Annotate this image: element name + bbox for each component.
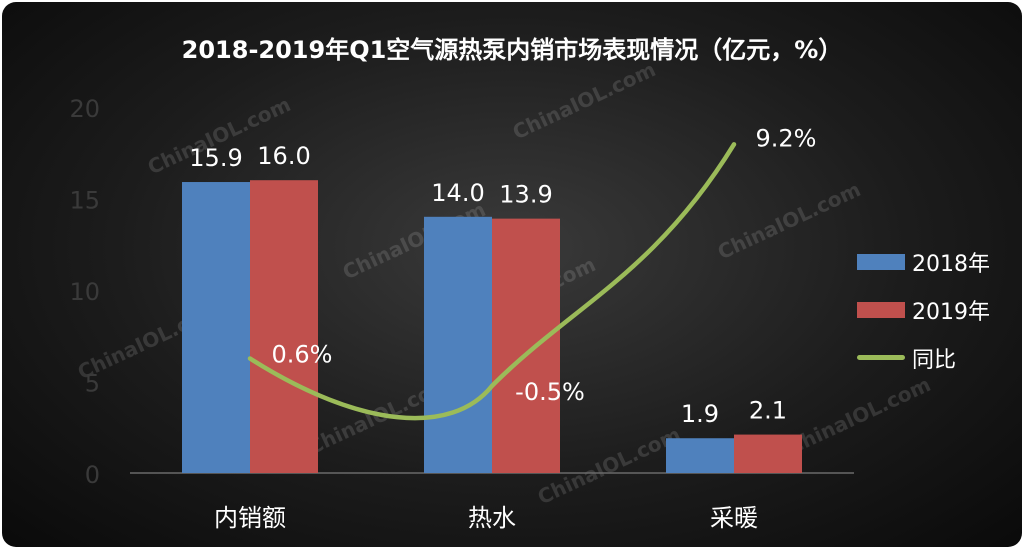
bar [250,180,318,473]
y-tick-label: 15 [69,187,100,215]
legend-item-2019: 2019年 [857,290,1022,330]
legend-swatch-2019 [857,302,905,318]
bar-value-label: 1.9 [681,400,719,428]
legend-swatch-yoy [857,355,905,360]
yoy-value-label: -0.5% [515,378,585,406]
label-layer: 15.9 14.0 1.9 16.0 13.9 2.1 0.6% -0.5% 9.2% [189,124,816,428]
legend-item-2018: 2018年 [857,242,1022,282]
y-tick-label: 5 [85,370,100,398]
line-layer [247,142,737,421]
bar-value-label: 2.1 [749,397,787,425]
legend-item-yoy: 同比 [857,338,1022,378]
bar-value-label: 14.0 [431,179,484,207]
y-tick-label: 20 [69,95,100,123]
chart-title: 2018-2019年Q1空气源热泵内销市场表现情况（亿元，%） [181,36,843,64]
yoy-point [732,142,736,147]
bar [492,218,560,473]
bar [182,182,250,473]
watermark-text: ChinaIOL.com [714,177,864,264]
x-tick-label: 采暖 [710,504,758,532]
bar [734,434,802,473]
bar [666,438,734,473]
x-tick-label: 内销额 [214,504,286,532]
bar-value-label: 13.9 [499,181,552,209]
yoy-point [490,383,494,388]
bar-layer [182,180,802,474]
x-tick-label: 热水 [468,504,516,532]
yoy-point [248,356,252,361]
bar [424,216,492,474]
watermark-text: ChinaIOL.com [784,372,934,459]
watermark-text: ChinaIOL.com [509,57,659,144]
legend-label-2019: 2019年 [912,300,990,325]
bar-value-label: 16.0 [257,142,310,170]
y-tick-label: 0 [85,461,100,489]
legend-label-yoy: 同比 [912,348,957,373]
y-tick-label: 10 [69,278,100,306]
yoy-value-label: 0.6% [272,340,333,368]
legend-swatch-2018 [857,254,905,270]
legend-label-2018: 2018年 [912,252,990,277]
bar-value-label: 15.9 [189,144,242,172]
yoy-value-label: 9.2% [756,124,817,152]
